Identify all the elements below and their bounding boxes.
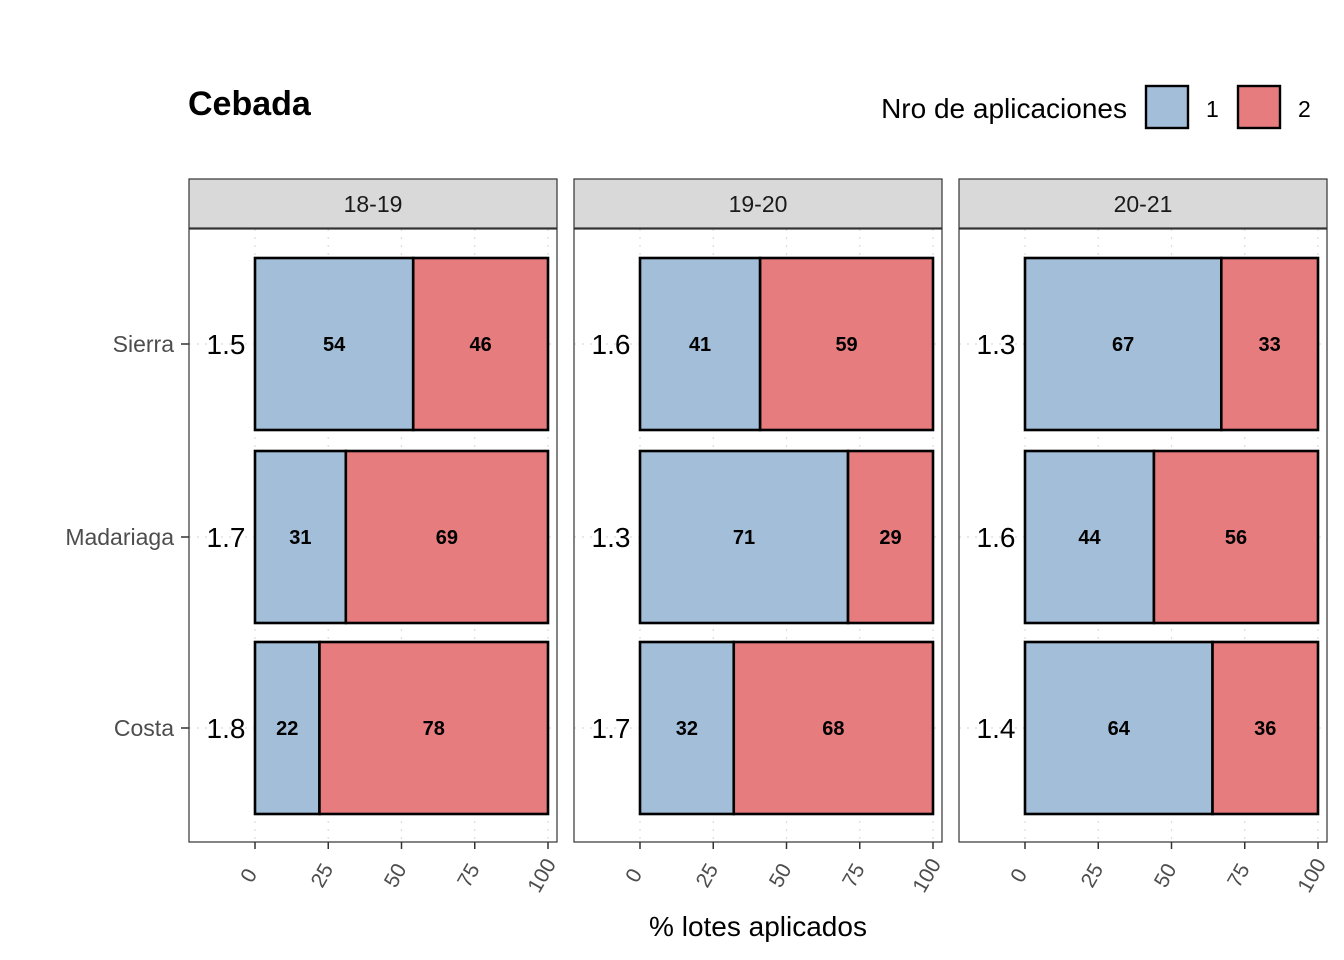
y-tick-label: Madariaga: [65, 524, 174, 550]
bar-data-label: 68: [822, 718, 844, 740]
bar-data-label: 78: [423, 718, 445, 740]
bar-data-label: 46: [469, 334, 491, 356]
facet-strip-label: 18-19: [344, 191, 403, 217]
y-tick-label: Costa: [114, 715, 174, 741]
legend-label-1: 1: [1206, 96, 1219, 122]
bar-data-label: 33: [1259, 334, 1281, 356]
bar-data-label: 69: [436, 527, 458, 549]
bar-data-label: 36: [1254, 718, 1276, 740]
mean-label: 1.7: [592, 713, 631, 744]
bar-data-label: 64: [1108, 718, 1131, 740]
bar-segment: [1023, 449, 1156, 625]
bar-data-label: 41: [689, 334, 711, 356]
facet-strip: [573, 178, 943, 229]
facet-strip: [188, 178, 558, 229]
bar-data-label: 29: [879, 527, 901, 549]
chart-title: Cebada: [188, 85, 312, 123]
x-axis-title: % lotes aplicados: [649, 911, 867, 942]
bar-segment: [758, 256, 935, 432]
mean-label: 1.6: [592, 329, 631, 360]
bar-data-label: 32: [676, 718, 698, 740]
bar-data-label: 59: [835, 334, 857, 356]
mean-label: 1.7: [207, 522, 246, 553]
bar-segment: [253, 256, 415, 432]
bar-segment: [846, 449, 935, 625]
bar-data-label: 31: [289, 527, 311, 549]
bar-segment: [411, 256, 550, 432]
legend: Nro de aplicaciones 1 2: [881, 84, 1311, 130]
panel-border: [958, 228, 1328, 843]
bar-data-label: 22: [276, 718, 298, 740]
bar-data-label: 67: [1112, 334, 1134, 356]
legend-title: Nro de aplicaciones: [881, 93, 1127, 124]
bar-data-label: 54: [323, 334, 346, 356]
panel-border: [573, 228, 943, 843]
bar-data-label: 71: [733, 527, 755, 549]
y-tick-label: Sierra: [113, 331, 175, 357]
bar-segment: [253, 449, 348, 625]
mean-label: 1.8: [207, 713, 246, 744]
facet-strip-label: 19-20: [729, 191, 788, 217]
facet-strip: [958, 178, 1328, 229]
bar-segment: [638, 256, 762, 432]
mean-label: 1.3: [592, 522, 631, 553]
bar-segment: [344, 449, 550, 625]
bar-segment: [1152, 449, 1320, 625]
bar-data-label: 44: [1078, 527, 1101, 549]
legend-key-2: [1236, 84, 1282, 130]
bar-segment: [638, 449, 850, 625]
bar-segment: [253, 640, 321, 816]
bar-data-label: 56: [1225, 527, 1247, 549]
facet-strip-label: 20-21: [1114, 191, 1173, 217]
bar-segment: [638, 640, 736, 816]
mean-label: 1.3: [977, 329, 1016, 360]
bar-segment: [1211, 640, 1320, 816]
bar-segment: [732, 640, 935, 816]
bar-segment: [318, 640, 550, 816]
y-axis: Sierra Madariaga Costa: [65, 331, 189, 741]
bar-segment: [1220, 256, 1320, 432]
legend-key-1: [1144, 84, 1190, 130]
mean-label: 1.5: [207, 329, 246, 360]
panel-border: [188, 228, 558, 843]
mean-label: 1.6: [977, 522, 1016, 553]
legend-label-2: 2: [1298, 96, 1311, 122]
mean-label: 1.4: [977, 713, 1016, 744]
